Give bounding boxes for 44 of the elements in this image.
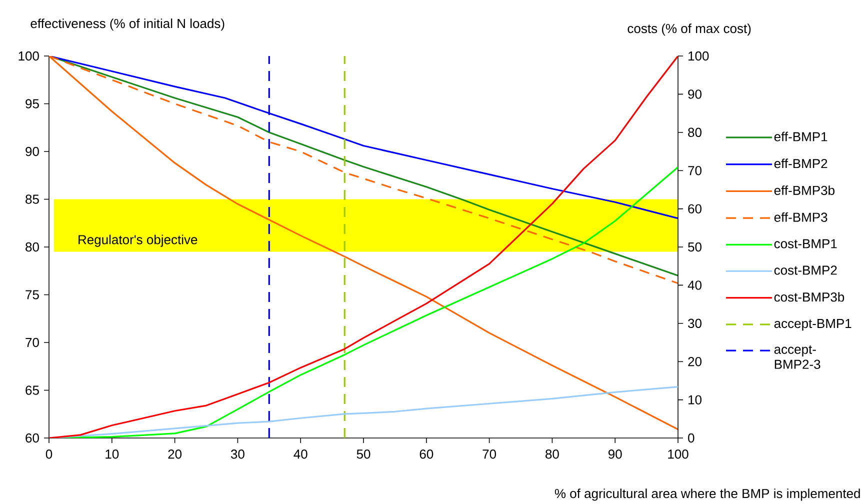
y-axis-title: effectiveness (% of initial N loads) xyxy=(30,18,224,31)
y-tick-label: 100 xyxy=(18,51,39,61)
x-tick-label: 80 xyxy=(546,450,559,459)
x-tick-label: 0 xyxy=(46,450,52,459)
y2-tick-label: 100 xyxy=(688,51,709,61)
legend-label: eff-BMP3 xyxy=(774,212,828,222)
y2-tick-label: 30 xyxy=(688,318,702,328)
x-axis-title: % of agricultural area where the BMP is implemented xyxy=(554,488,860,501)
legend-label: eff-BMP3b xyxy=(774,185,834,196)
x-tick-label: 90 xyxy=(608,450,622,459)
x-tick-label: 70 xyxy=(482,450,496,459)
y2-tick-label: 90 xyxy=(688,90,702,99)
y2-tick-label: 80 xyxy=(688,128,702,137)
y-tick-label: 65 xyxy=(26,386,39,395)
legend-label: eff-BMP2 xyxy=(774,158,828,168)
x-tick-label: 20 xyxy=(168,450,182,459)
y2-tick-label: 20 xyxy=(688,356,702,366)
y2-tick-label: 50 xyxy=(688,242,702,252)
legend-label: cost-BMP3b xyxy=(774,292,844,302)
legend-label: eff-BMP1 xyxy=(774,132,828,142)
band-label: Regulator's objective xyxy=(78,234,198,247)
legend-label: accept-BMP2-3 xyxy=(774,345,820,369)
x-tick-label: 100 xyxy=(668,450,688,459)
y-tick-label: 85 xyxy=(26,194,39,204)
y-tick-label: 95 xyxy=(26,99,39,108)
y-tick-label: 60 xyxy=(26,433,39,443)
x-tick-label: 10 xyxy=(106,450,119,459)
legend-label: cost-BMP1 xyxy=(774,239,837,248)
y2-tick-label: 10 xyxy=(688,395,702,404)
y-tick-label: 70 xyxy=(26,338,39,348)
y2-axis-title: costs (% of max cost) xyxy=(628,24,751,36)
x-tick-label: 30 xyxy=(230,450,244,459)
y-tick-label: 90 xyxy=(26,146,39,156)
y2-tick-label: 70 xyxy=(688,166,702,176)
y2-tick-label: 60 xyxy=(688,204,702,214)
legend-label: accept-BMP1 xyxy=(774,319,852,331)
x-tick-label: 50 xyxy=(356,450,370,459)
x-tick-label: 60 xyxy=(420,450,434,459)
y2-tick-label: 0 xyxy=(688,433,694,443)
legend-label: cost-BMP2 xyxy=(774,266,837,275)
y2-tick-label: 40 xyxy=(688,280,702,290)
x-tick-label: 40 xyxy=(294,450,308,459)
y-tick-label: 80 xyxy=(26,242,39,252)
y-tick-label: 75 xyxy=(26,290,39,300)
